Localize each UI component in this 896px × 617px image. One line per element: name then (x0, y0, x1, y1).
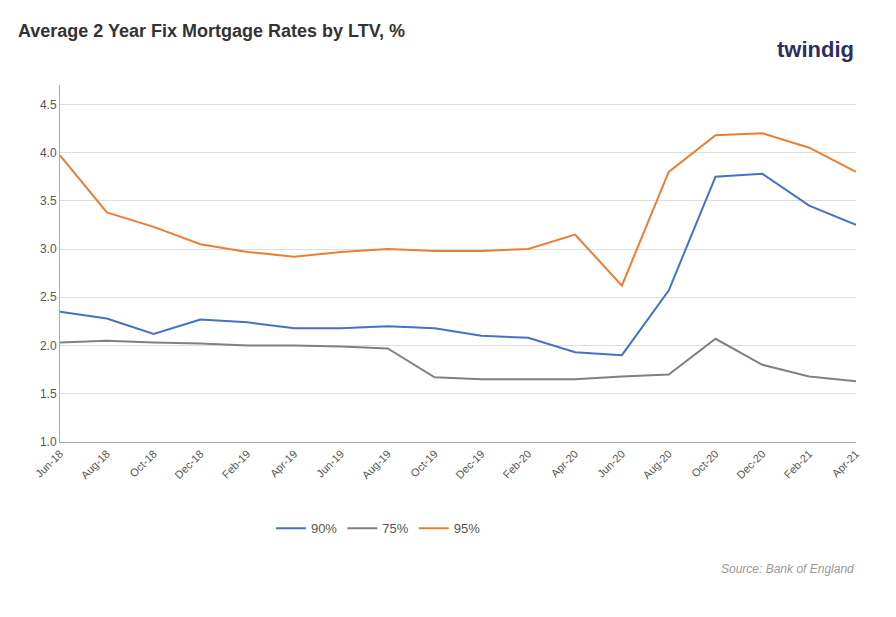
svg-text:Apr-21: Apr-21 (829, 448, 861, 480)
svg-text:90%: 90% (311, 521, 337, 536)
svg-text:3.0: 3.0 (40, 242, 57, 256)
svg-text:Aug-19: Aug-19 (359, 448, 393, 482)
svg-text:twindig: twindig (777, 37, 854, 62)
svg-text:1.0: 1.0 (40, 435, 57, 449)
svg-text:Dec-18: Dec-18 (172, 448, 206, 482)
svg-text:75%: 75% (382, 521, 408, 536)
svg-text:Dec-20: Dec-20 (734, 448, 768, 482)
svg-text:Aug-18: Aug-18 (79, 448, 113, 482)
svg-text:Jun-18: Jun-18 (33, 448, 65, 480)
svg-text:Dec-19: Dec-19 (453, 448, 487, 482)
svg-text:Source: Bank of England: Source: Bank of England (721, 562, 854, 576)
svg-text:Feb-19: Feb-19 (219, 448, 252, 481)
svg-text:Oct-19: Oct-19 (408, 448, 440, 480)
svg-text:Apr-20: Apr-20 (549, 448, 581, 480)
svg-text:Jun-19: Jun-19 (314, 448, 346, 480)
svg-text:Feb-21: Feb-21 (781, 448, 814, 481)
svg-text:95%: 95% (454, 521, 480, 536)
svg-text:4.5: 4.5 (40, 98, 57, 112)
svg-text:1.5: 1.5 (40, 387, 57, 401)
svg-text:2.0: 2.0 (40, 339, 57, 353)
svg-text:Oct-18: Oct-18 (127, 448, 159, 480)
svg-text:Feb-20: Feb-20 (500, 448, 533, 481)
svg-text:Oct-20: Oct-20 (689, 448, 721, 480)
svg-text:Jun-20: Jun-20 (595, 448, 627, 480)
svg-text:3.5: 3.5 (40, 194, 57, 208)
svg-text:2.5: 2.5 (40, 290, 57, 304)
svg-text:4.0: 4.0 (40, 146, 57, 160)
svg-text:Average 2 Year Fix Mortgage Ra: Average 2 Year Fix Mortgage Rates by LTV… (18, 21, 405, 41)
svg-text:Aug-20: Aug-20 (640, 448, 674, 482)
svg-text:Apr-19: Apr-19 (268, 448, 300, 480)
